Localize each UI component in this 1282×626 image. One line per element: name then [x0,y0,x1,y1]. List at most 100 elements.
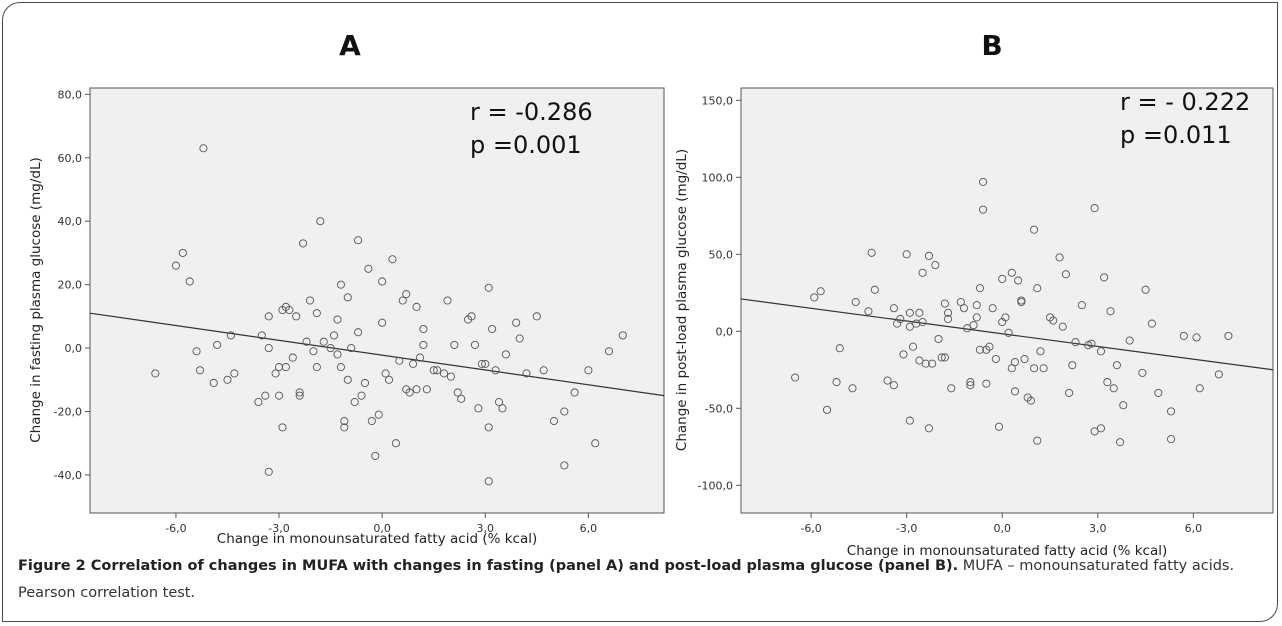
panel-b-data-point [966,378,975,387]
panel-b-data-point [994,422,1004,431]
panel-b-data-point [867,248,876,257]
panel-b-data-point [1154,388,1163,397]
panel-b-data-point [1017,297,1026,307]
panel-a-data-point [274,391,284,400]
panel-a-data-point [213,340,222,349]
panel-b-data-point [1001,313,1010,322]
panel-a-data-point [223,375,232,384]
panel-a-data-point [384,375,394,384]
panel-a-data-point [539,366,548,375]
panel-a-data-point [347,344,356,353]
panel-a-data-point [278,423,287,432]
panel-a-data-point [226,331,235,340]
panel-a-data-point [446,372,455,381]
panel-b-y-tick-label: 100,0 [702,171,734,184]
panel-a-data-point [340,423,349,432]
panel-a-data-point [419,340,428,349]
panel-b-data-point [1109,384,1118,393]
panel-b-x-tick-label: 6,0 [1185,522,1203,535]
panel-b-letter: B [981,29,1002,62]
panel-b-x-tick-label: 3,0 [1089,522,1107,535]
panel-a-data-point [429,366,438,375]
panel-b-data-point [928,359,937,368]
panel-b-data-point [975,345,984,354]
panel-b-data-point [1090,427,1099,436]
panel-a-data-point [195,366,205,375]
panel-b-data-point [915,308,924,317]
panel-a-data-point [374,410,383,419]
panel-b-data-point [832,378,841,387]
panel-a-data-point [302,337,311,346]
panel-b-data-point [1065,388,1074,397]
panel-a-data-point [443,296,452,305]
panel-a-data-point [185,277,194,286]
panel-b-data-point [1096,347,1106,356]
panel-a-data-point [264,344,273,353]
panel-a-data-point [477,359,486,368]
panel-a-data-point [230,369,239,378]
panel-a-data-point [560,407,569,416]
panel-a-data-point [522,369,531,378]
panel-b-data-point [1096,424,1106,433]
panel-b-data-point [1058,322,1067,331]
panel-b-fit-line [740,298,1274,371]
panel-b-data-point [851,297,860,307]
panel-a-data-point [415,353,425,362]
panel-a-data-point [488,324,497,334]
panel-b-data-point [902,250,911,259]
panel-a-x-axis-label: Change in monounsaturated fatty acid (% … [217,531,537,547]
panel-b-r-value: r = - 0.222 [1120,88,1250,116]
panel-b-data-point [1106,307,1115,316]
panel-a-data-point [295,388,304,397]
panel-b-data-point [1179,331,1188,340]
panel-a-data-point [354,236,363,245]
panel-a-data-point [512,318,521,327]
panel-a-data-point [264,312,273,321]
panel-a-data-point [398,296,407,305]
panel-b-data-point [918,268,927,277]
panel-b-data-point [966,381,975,390]
panel-b-data-point [944,308,953,317]
panel-a-data-point [584,366,593,375]
panel-a-data-point [254,397,263,407]
panel-a-data-point [618,331,627,340]
panel-b-data-point [1100,273,1109,282]
panel-b-data-point [1077,301,1086,310]
panel-a-x-tick-label: 3,0 [477,522,495,535]
panel-a-data-point [316,217,325,226]
panel-a-data-point [336,280,345,289]
panel-b-data-point [982,379,991,388]
panel-b-y-tick-label: -100,0 [698,479,733,492]
panel-a-data-point [484,283,493,292]
panel-a-data-point [433,366,442,375]
panel-a-data-point [388,255,397,264]
panel-b-data-point [975,284,984,293]
panel-b-x-axis-label: Change in monounsaturated fatty acid (% … [847,543,1167,559]
panel-b-data-point [864,307,873,316]
panel-a-data-point [481,359,490,368]
panel-a-data-point [343,293,352,302]
caption-title: Figure 2 Correlation of changes in MUFA … [18,558,959,574]
panel-b-data-point [998,274,1007,283]
panel-b-plot-area [740,87,1274,514]
panel-b-data-point [937,353,946,362]
panel-a-data-point [333,315,342,324]
panel-b-data-point [912,319,921,328]
panel-a-data-point [378,318,387,327]
panel-b-data-point [1033,436,1042,445]
panel-a-data-point [419,324,428,334]
panel-a-data-point [299,239,308,248]
panel-a-data-point [405,388,414,397]
panel-b-data-point [1147,319,1156,328]
panel-a-data-point [151,369,160,378]
panel-b-data-point [1167,435,1176,444]
panel-b-data-point [959,304,969,313]
panel-b-data-point [905,322,914,331]
panel-a-y-tick-label: 20,0 [58,279,83,292]
panel-b-data-point [934,334,943,344]
panel-b-data-point [1061,270,1070,279]
panel-b-x-tick-label: -3,0 [896,522,917,535]
panel-b-data-point [889,304,898,313]
panel-b-data-point [1055,253,1064,262]
panel-b-data-point [1167,407,1176,416]
